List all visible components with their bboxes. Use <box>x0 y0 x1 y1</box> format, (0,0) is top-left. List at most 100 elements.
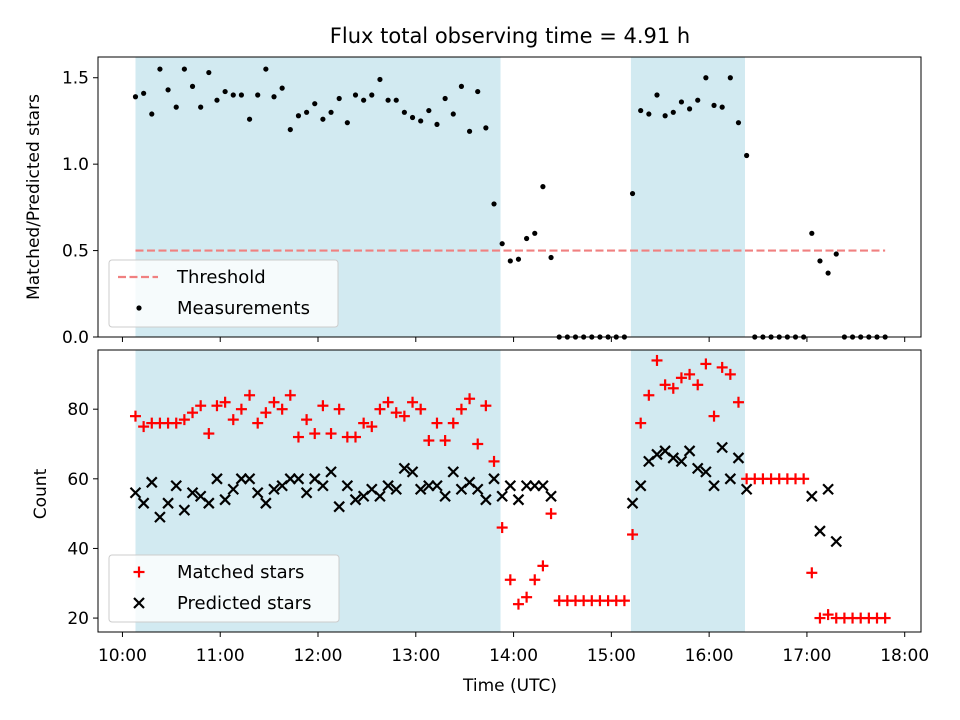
predicted-star-point <box>512 493 525 506</box>
measurement-point <box>418 118 424 124</box>
matched-star-point <box>235 403 247 415</box>
matched-star-point <box>178 414 190 426</box>
measurement-point <box>817 258 823 264</box>
predicted-star-point <box>292 473 305 485</box>
predicted-star-point <box>814 525 826 537</box>
predicted-star-point <box>724 473 737 485</box>
predicted-star-point <box>349 493 362 506</box>
predicted-star-point <box>186 486 199 499</box>
y-tick-label: 80 <box>67 400 89 420</box>
predicted-star-point <box>325 466 337 478</box>
predicted-star-point <box>146 476 158 489</box>
y-tick-label: 20 <box>67 609 89 629</box>
predicted-star-point <box>260 497 272 509</box>
matched-star-point <box>537 560 549 572</box>
predicted-star-point <box>162 497 174 509</box>
measurement-point <box>654 92 660 98</box>
measurement-point <box>524 235 530 242</box>
measurement-point <box>686 106 693 112</box>
matched-star-point <box>358 417 370 429</box>
matched-star-point <box>349 431 361 443</box>
measurement-point <box>279 85 285 91</box>
predicted-star-point <box>137 497 150 509</box>
predicted-star-point <box>439 490 451 503</box>
measurement-point <box>491 201 497 207</box>
predicted-star-point <box>398 462 411 475</box>
matched-star-point <box>512 598 524 610</box>
predicted-star-point <box>178 504 191 516</box>
measurement-point <box>662 113 668 119</box>
matched-star-point <box>496 522 508 534</box>
matched-star-point <box>129 410 141 422</box>
predicted-star-point <box>170 479 183 492</box>
matched-star-point <box>643 389 655 401</box>
matched-star-point <box>521 591 533 603</box>
predicted-star-point <box>740 483 753 496</box>
measurement-point <box>744 152 750 159</box>
y-tick-label: 1.0 <box>62 155 89 175</box>
measurement-point <box>238 92 245 98</box>
measurement-point <box>214 97 220 103</box>
predicted-star-point <box>317 479 329 492</box>
top-y-ticks: 0.0 0.5 1.0 1.5 <box>62 69 98 348</box>
matched-star-point <box>407 396 419 408</box>
matched-star-point <box>219 396 231 408</box>
measurement-point <box>255 92 261 98</box>
matched-star-point <box>276 403 288 415</box>
top-x-ticks <box>121 337 906 342</box>
measurement-point <box>287 126 293 133</box>
predicted-star-point <box>414 483 427 496</box>
predicted-star-point <box>129 486 142 499</box>
measurement-point <box>189 83 196 89</box>
matched-star-point <box>260 407 272 419</box>
matched-star-point <box>618 595 630 607</box>
measurement-point <box>442 95 448 102</box>
matched-star-point <box>431 417 443 429</box>
matched-star-point <box>390 407 402 419</box>
measurements-legend-label: Measurements <box>177 298 310 319</box>
matched-star-point <box>724 368 736 380</box>
top-axes-frame <box>97 56 922 338</box>
matched-star-point <box>244 389 256 401</box>
matched-star-point <box>635 417 647 429</box>
measurement-point <box>271 94 277 100</box>
matched-star-point <box>798 473 810 485</box>
matched-legend-swatch <box>133 566 145 578</box>
matched-star-point <box>504 574 516 586</box>
predicted-star-point <box>382 479 394 492</box>
matched-star-point <box>708 410 720 422</box>
threshold-legend-label: Threshold <box>176 267 266 288</box>
measurement-point <box>295 113 302 119</box>
matched-star-point <box>382 396 394 408</box>
matched-legend-marker <box>133 566 145 578</box>
predicted-star-point <box>488 473 500 485</box>
matched-star-point <box>529 574 541 586</box>
x-tick-label: 16:00 <box>685 646 734 666</box>
bottom-x-ticks: 10:00 11:00 12:00 13:00 14:00 15:00 16:00 17:00… <box>98 632 929 666</box>
predicted-star-point <box>496 490 508 503</box>
matched-star-point <box>822 609 834 621</box>
measurement-point <box>304 109 310 115</box>
measurement-point <box>263 66 269 72</box>
predicted-star-point <box>431 479 443 492</box>
matched-star-point <box>138 421 150 433</box>
matched-star-point <box>814 612 826 624</box>
predicted-star-point <box>732 452 745 464</box>
measurement-point <box>548 254 554 261</box>
measurement-point <box>393 97 399 103</box>
top-legend: Threshold Measurements <box>108 259 339 328</box>
measurement-point <box>532 230 538 236</box>
matched-star-point <box>366 421 378 433</box>
matched-legend-label: Matched stars <box>177 562 304 583</box>
predicted-star-point <box>626 497 639 509</box>
matched-star-point <box>700 358 712 370</box>
matched-star-point <box>203 428 215 440</box>
y-tick-label: 0.0 <box>62 328 89 348</box>
predicted-star-point <box>537 479 549 492</box>
matched-star-point <box>651 354 663 366</box>
top-panel: 0.0 0.5 1.0 1.5 Flux total observing time =… <box>24 24 922 348</box>
predicted-star-point <box>691 462 704 475</box>
matched-star-point <box>415 403 427 415</box>
measurement-point <box>409 114 416 121</box>
bottom-legend: Matched stars Predicted stars <box>108 554 340 623</box>
